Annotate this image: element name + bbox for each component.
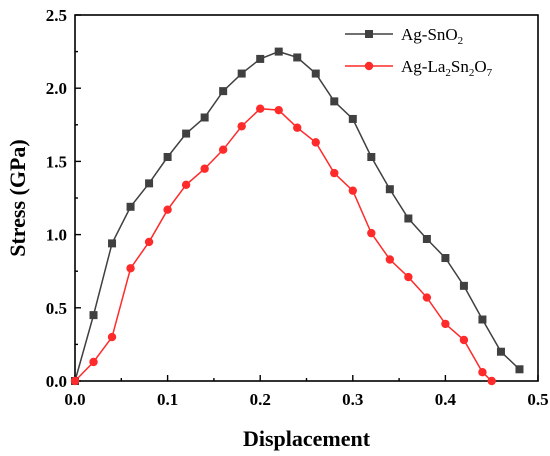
data-point: [237, 122, 246, 131]
y-tick-label: 0.5: [46, 299, 67, 318]
data-point: [274, 47, 283, 56]
x-tick-label: 0.0: [64, 390, 85, 409]
data-point: [404, 272, 413, 282]
data-point: [459, 335, 469, 345]
data-point: [108, 239, 117, 248]
data-point: [348, 186, 357, 195]
data-point: [126, 202, 135, 211]
y-tick-label: 2.5: [46, 6, 67, 25]
data-point: [256, 54, 265, 63]
x-tick-label: 0.5: [527, 390, 548, 409]
data-point: [330, 168, 339, 178]
series-layer: [70, 47, 524, 386]
legend-marker: [365, 30, 373, 38]
data-point: [70, 376, 80, 386]
data-point: [515, 365, 524, 374]
y-tick-label: 0.0: [46, 372, 67, 391]
y-tick-label: 1.0: [46, 226, 67, 245]
data-point: [293, 123, 302, 132]
data-point: [274, 105, 283, 115]
data-point: [237, 69, 246, 78]
legend-marker: [364, 61, 374, 71]
legend-item-1: Ag-SnO2: [345, 25, 463, 47]
legend-label: Ag-La2Sn2O7: [401, 57, 493, 79]
series-2: [70, 104, 496, 386]
data-point: [422, 293, 432, 302]
series-line: [74, 50, 520, 382]
data-point: [478, 368, 487, 377]
data-point: [330, 97, 339, 106]
data-point: [404, 214, 413, 223]
x-tick-label: 0.4: [435, 390, 457, 409]
data-point: [107, 332, 117, 342]
data-point: [293, 53, 302, 62]
x-tick-label: 0.2: [250, 390, 271, 409]
data-point: [89, 311, 98, 320]
data-point: [219, 87, 228, 96]
data-point: [487, 376, 496, 386]
data-point: [182, 129, 191, 138]
x-axis-title: Displacement: [243, 426, 371, 451]
data-point: [422, 234, 431, 243]
x-tick-label: 0.1: [157, 390, 178, 409]
y-tick-label: 2.0: [46, 79, 67, 98]
data-point: [478, 315, 487, 324]
y-tick-label: 1.5: [46, 152, 67, 171]
data-point: [89, 357, 98, 367]
data-point: [200, 113, 209, 122]
data-point: [144, 237, 154, 247]
series-line: [74, 107, 493, 382]
data-point: [367, 153, 376, 162]
data-point: [441, 319, 450, 329]
data-point: [311, 69, 320, 78]
legend-item-2: Ag-La2Sn2O7: [345, 57, 493, 79]
data-point: [218, 145, 228, 154]
data-point: [385, 185, 394, 194]
data-point: [348, 114, 357, 123]
data-point: [200, 164, 209, 173]
data-point: [163, 205, 172, 214]
legend-label: Ag-SnO2: [401, 25, 463, 47]
data-point: [367, 228, 376, 238]
series-1: [71, 47, 524, 385]
data-point: [459, 281, 468, 290]
data-point: [126, 264, 135, 273]
data-point: [145, 179, 154, 188]
data-point: [181, 180, 191, 190]
data-point: [256, 104, 265, 113]
data-point: [441, 254, 450, 263]
x-tick-label: 0.3: [342, 390, 363, 409]
data-point: [496, 347, 505, 356]
data-point: [163, 153, 172, 162]
legend: Ag-SnO2 Ag-La2Sn2O7: [345, 25, 493, 79]
y-axis-title: Stress (GPa): [5, 139, 30, 257]
data-point: [311, 138, 320, 147]
data-point: [385, 255, 395, 264]
